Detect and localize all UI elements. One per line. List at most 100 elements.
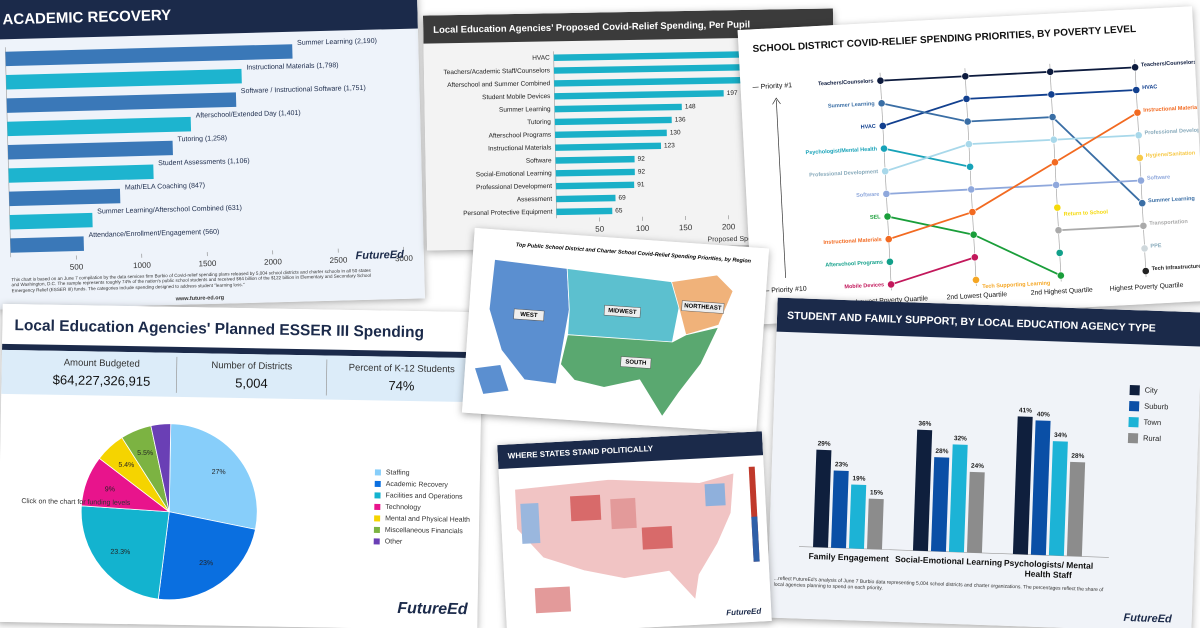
- legend-swatch: [374, 515, 381, 522]
- x-tick-label: Highest Poverty Quartile: [1110, 282, 1184, 293]
- series-label: Return to School: [1064, 209, 1109, 217]
- value-label: 92: [638, 168, 646, 175]
- category-label: Summer Learning/Afterschool Combined (63…: [97, 205, 242, 216]
- point: [1135, 153, 1144, 162]
- value-label: 123: [664, 142, 675, 149]
- category-label: Summer Learning (2,190): [297, 38, 377, 47]
- point: [972, 276, 980, 284]
- series-line: [881, 102, 1143, 204]
- chart: ACADEMIC RECOVERY 500 1000 1500 2000 2500 3000…: [0, 0, 425, 310]
- map-header: [497, 431, 764, 470]
- point: [962, 94, 971, 103]
- logo: FutureEd: [355, 249, 404, 262]
- stat-value: $64,227,326,915: [53, 372, 151, 389]
- point: [968, 208, 977, 216]
- category-label: Software: [526, 157, 552, 164]
- region-label: MIDWEST: [608, 308, 637, 316]
- point: [967, 185, 976, 194]
- point: [1046, 67, 1055, 76]
- state-block: [641, 526, 673, 550]
- header: [0, 0, 418, 40]
- point: [1053, 203, 1062, 212]
- value-label: 28%: [935, 448, 948, 455]
- legend-swatch: [374, 492, 381, 499]
- label-box: [681, 300, 725, 314]
- logo: FutureEd: [726, 607, 763, 618]
- bar: [6, 92, 237, 113]
- point: [1132, 86, 1141, 94]
- legend-label: Rural: [1143, 434, 1162, 444]
- point: [1134, 131, 1143, 140]
- bar: [8, 164, 154, 183]
- series-label: Transportation: [1149, 219, 1188, 227]
- series-label: Mobile Devices: [844, 282, 884, 290]
- legend-label: Staffing: [386, 469, 410, 476]
- series-label: Summer Learning: [1148, 196, 1195, 204]
- pie-slice: [157, 511, 256, 601]
- point: [1131, 63, 1139, 72]
- value-label: 136: [675, 116, 686, 123]
- value-label: 36%: [918, 420, 931, 427]
- value-label: 15%: [870, 489, 883, 496]
- category-label: Instructional Materials (1,798): [246, 62, 338, 71]
- value-label: 5.4%: [118, 462, 134, 469]
- pie-slice: [150, 423, 172, 512]
- category-label: Tutoring: [527, 119, 551, 126]
- value-label: 23%: [199, 560, 213, 567]
- series-line: [888, 111, 1138, 241]
- point: [877, 99, 886, 108]
- series-label: Instructional Materials: [823, 237, 882, 246]
- point: [880, 144, 888, 153]
- value-label: 91: [637, 181, 645, 188]
- legend-label: Miscellaneous Financials: [385, 527, 463, 535]
- logo: FutureEd: [397, 600, 469, 618]
- value-label: 65: [615, 207, 623, 214]
- bar: [1066, 461, 1086, 557]
- x-tick-label: 2000: [264, 257, 283, 266]
- bar: [1048, 441, 1068, 556]
- note: Click on the chart for funding levels: [21, 498, 131, 507]
- stat-divider: [325, 359, 328, 396]
- category-label: Afterschool and Summer Combined: [447, 80, 550, 89]
- legend-swatch: [1128, 401, 1140, 412]
- bar: [5, 68, 242, 90]
- series-label: Summer Learning: [828, 101, 875, 109]
- legend-swatch: [374, 503, 381, 510]
- header-band: [2, 303, 483, 353]
- category-label: Personal Protective Equipment: [463, 209, 553, 218]
- column-line: [1049, 63, 1062, 282]
- series-label: PPE: [1150, 243, 1162, 250]
- series-label: Instructional Materials: [1143, 105, 1200, 114]
- point: [883, 212, 892, 221]
- point: [881, 167, 890, 176]
- category-label: Instructional Materials: [488, 144, 552, 152]
- category-label: Assessment: [517, 196, 553, 204]
- bar: [5, 44, 293, 67]
- state-block: [569, 494, 602, 522]
- point: [1138, 199, 1147, 208]
- value-label: 41%: [1019, 407, 1032, 414]
- bar: [7, 140, 173, 160]
- bar: [555, 168, 635, 177]
- point: [876, 76, 885, 85]
- legend-swatch: [1127, 432, 1139, 444]
- stat-label: Amount Budgeted: [64, 357, 140, 369]
- x-tick-label: 2500: [329, 255, 348, 264]
- category-label-box: Social-Emotional Learning: [895, 554, 1003, 568]
- panel-region-map: Top Public School District and Charter S…: [461, 227, 770, 434]
- label-box: [620, 356, 652, 369]
- legend-swatch: [374, 480, 381, 487]
- region-label: SOUTH: [625, 359, 646, 366]
- politics-map: WHERE STATES STAND POLITICALLY FutureEd: [497, 431, 772, 628]
- series-label: HVAC: [861, 124, 876, 131]
- series-label: Teachers/Counselors: [1141, 60, 1197, 69]
- series-label: Professional Development: [809, 169, 878, 179]
- x-tick-label: 200: [722, 222, 736, 231]
- state-block: [610, 497, 637, 530]
- legend-label: Mental and Physical Health: [385, 515, 470, 523]
- series-label: Hygiene/Sanitation: [1146, 150, 1196, 159]
- value-label: 9%: [105, 486, 115, 493]
- point: [1054, 226, 1063, 235]
- legend-swatch: [373, 526, 380, 533]
- state-block: [534, 586, 572, 614]
